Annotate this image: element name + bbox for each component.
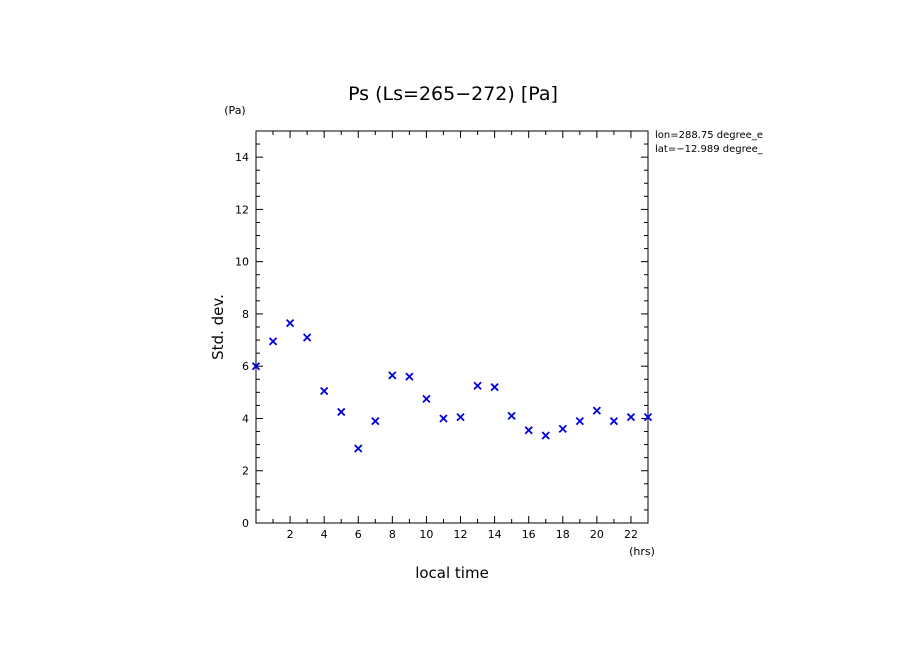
y-unit-label: (Pa) bbox=[224, 104, 245, 117]
data-point-marker bbox=[268, 337, 278, 346]
x-tick-label: 14 bbox=[488, 528, 502, 541]
axis-ticks bbox=[255, 130, 649, 524]
data-point-marker bbox=[388, 371, 397, 380]
data-point-marker bbox=[456, 413, 465, 422]
plot-frame bbox=[255, 130, 649, 524]
data-point-marker bbox=[626, 413, 636, 422]
y-tick-label: 0 bbox=[242, 517, 249, 530]
y-tick-label: 10 bbox=[235, 256, 249, 269]
x-unit-label: (hrs) bbox=[629, 545, 655, 558]
data-point-marker bbox=[251, 362, 261, 371]
x-tick-label: 20 bbox=[590, 528, 604, 541]
x-tick-label: 10 bbox=[419, 528, 433, 541]
y-tick-label: 2 bbox=[242, 465, 249, 478]
data-point-marker bbox=[405, 372, 414, 381]
data-points bbox=[251, 318, 653, 453]
data-point-marker bbox=[541, 431, 550, 440]
chart-title: Ps (Ls=265−272) [Pa] bbox=[348, 83, 558, 105]
data-point-marker bbox=[371, 416, 380, 426]
data-point-marker bbox=[337, 407, 346, 417]
y-tick-label: 4 bbox=[242, 412, 249, 425]
data-point-marker bbox=[422, 394, 431, 404]
data-point-marker bbox=[473, 381, 482, 390]
x-tick-label: 2 bbox=[287, 528, 294, 541]
annotation-lon: lon=288.75 degree_e bbox=[655, 130, 763, 141]
y-tick-label: 12 bbox=[235, 203, 249, 216]
x-axis-label: local time bbox=[415, 564, 489, 582]
data-point-marker bbox=[354, 444, 363, 453]
annotation-lat: lat=−12.989 degree_ bbox=[655, 144, 764, 155]
data-point-marker bbox=[490, 382, 499, 392]
data-point-marker bbox=[643, 413, 653, 422]
data-point-marker bbox=[575, 416, 584, 426]
axis-tick-labels: 2 4 6 8 10 12 14 16 18 20 22 0 2 4 6 8 10 12 14 bbox=[235, 151, 638, 541]
x-tick-label: 6 bbox=[355, 528, 362, 541]
data-point-marker bbox=[302, 333, 312, 342]
x-tick-label: 4 bbox=[321, 528, 328, 541]
data-point-marker bbox=[285, 318, 295, 328]
y-tick-label: 6 bbox=[242, 360, 249, 373]
y-tick-label: 14 bbox=[235, 151, 249, 164]
data-point-marker bbox=[592, 406, 602, 415]
data-point-marker bbox=[524, 426, 533, 435]
data-point-marker bbox=[609, 416, 619, 426]
y-axis-label: Std. dev. bbox=[209, 294, 227, 360]
data-point-marker bbox=[439, 414, 448, 423]
data-point-marker bbox=[320, 386, 329, 396]
x-tick-label: 22 bbox=[624, 528, 638, 541]
x-tick-label: 8 bbox=[389, 528, 396, 541]
y-tick-label: 8 bbox=[242, 308, 249, 321]
data-point-marker bbox=[558, 424, 567, 434]
x-tick-label: 16 bbox=[522, 528, 536, 541]
x-tick-label: 18 bbox=[556, 528, 570, 541]
data-point-marker bbox=[507, 411, 516, 420]
x-tick-label: 12 bbox=[454, 528, 468, 541]
